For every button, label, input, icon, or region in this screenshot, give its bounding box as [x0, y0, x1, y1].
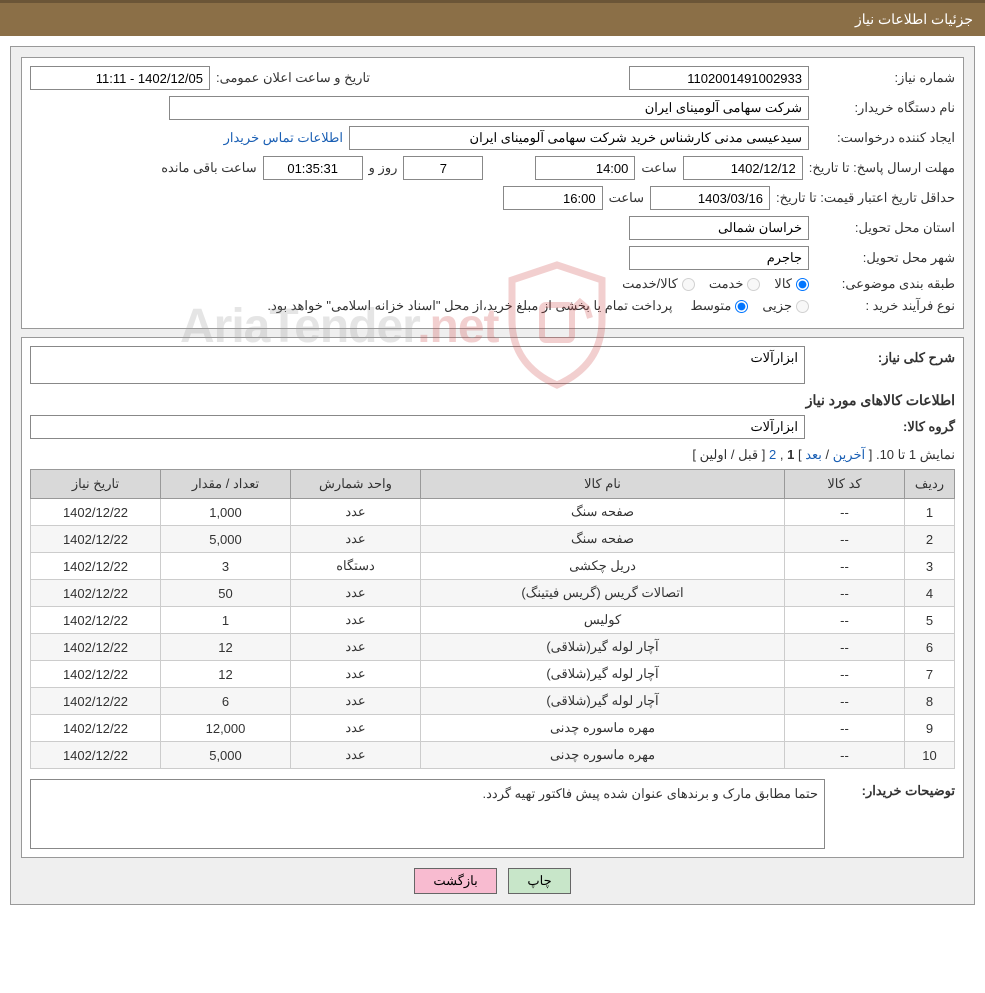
purchase-note: پرداخت تمام یا بخشی از مبلغ خرید،از محل …: [267, 298, 672, 314]
delivery-city-label: شهر محل تحویل:: [815, 250, 955, 266]
radio-goods-service[interactable]: کالا/خدمت: [622, 276, 695, 292]
table-row: 6--آچار لوله گیر(شلاقی)عدد121402/12/22: [31, 634, 955, 661]
buyer-org-field[interactable]: [169, 96, 809, 120]
pager: نمایش 1 تا 10. [ آخرین / بعد ] 1 , 2 [ ق…: [30, 447, 955, 463]
table-row: 4--اتصالات گریس (گریس فیتینگ)عدد501402/1…: [31, 580, 955, 607]
goods-group-label: گروه کالا:: [815, 415, 955, 435]
pager-first: اولین: [700, 447, 728, 462]
reply-time-field[interactable]: [535, 156, 635, 180]
need-section: شرح کلی نیاز: ابزارآلات اطلاعات کالاهای …: [21, 337, 964, 858]
col-code: کد کالا: [785, 470, 905, 499]
days-and-label: روز و: [369, 160, 398, 176]
table-row: 1--صفحه سنگعدد1,0001402/12/22: [31, 499, 955, 526]
main-panel: شماره نیاز: تاریخ و ساعت اعلان عمومی: نا…: [10, 46, 975, 905]
time-label-1: ساعت: [641, 160, 676, 176]
need-number-label: شماره نیاز:: [815, 70, 955, 86]
col-name: نام کالا: [421, 470, 785, 499]
table-row: 7--آچار لوله گیر(شلاقی)عدد121402/12/22: [31, 661, 955, 688]
buyer-contact-link[interactable]: اطلاعات تماس خریدار: [224, 130, 343, 146]
pager-last[interactable]: آخرین: [833, 447, 865, 462]
need-number-field[interactable]: [629, 66, 809, 90]
announce-date-label: تاریخ و ساعت اعلان عمومی:: [216, 70, 370, 86]
general-desc-field[interactable]: ابزارآلات: [30, 346, 805, 384]
delivery-province-field[interactable]: [629, 216, 809, 240]
page-title: جزئیات اطلاعات نیاز: [855, 11, 973, 27]
classification-label: طبقه بندی موضوعی:: [815, 276, 955, 292]
table-header-row: ردیف کد کالا نام کالا واحد شمارش تعداد /…: [31, 470, 955, 499]
radio-minor[interactable]: جزیی: [762, 298, 809, 314]
col-unit: واحد شمارش: [291, 470, 421, 499]
pager-next[interactable]: بعد: [805, 447, 822, 462]
goods-group-field[interactable]: [30, 415, 805, 439]
days-remaining-field[interactable]: [403, 156, 483, 180]
table-row: 2--صفحه سنگعدد5,0001402/12/22: [31, 526, 955, 553]
table-row: 3--دریل چکشیدستگاه31402/12/22: [31, 553, 955, 580]
delivery-province-label: استان محل تحویل:: [815, 220, 955, 236]
purchase-type-radio-group: جزیی متوسط: [690, 298, 809, 314]
purchase-type-label: نوع فرآیند خرید :: [815, 298, 955, 314]
action-buttons: چاپ بازگشت: [21, 868, 964, 894]
pager-prev: قبل: [738, 447, 758, 462]
announce-date-field[interactable]: [30, 66, 210, 90]
page-header: جزئیات اطلاعات نیاز: [0, 0, 985, 36]
table-row: 5--کولیسعدد11402/12/22: [31, 607, 955, 634]
col-date: تاریخ نیاز: [31, 470, 161, 499]
col-qty: تعداد / مقدار: [161, 470, 291, 499]
price-validity-time-field[interactable]: [503, 186, 603, 210]
items-info-title: اطلاعات کالاهای مورد نیاز: [30, 392, 955, 409]
reply-date-field[interactable]: [683, 156, 803, 180]
print-button[interactable]: چاپ: [508, 868, 570, 894]
buyer-org-label: نام دستگاه خریدار:: [815, 100, 955, 116]
general-desc-label: شرح کلی نیاز:: [815, 346, 955, 366]
back-button[interactable]: بازگشت: [414, 868, 496, 894]
buyer-notes: توضیحات خریدار: حتما مطابق مارک و برندها…: [30, 779, 955, 849]
buyer-notes-label: توضیحات خریدار:: [835, 779, 955, 799]
price-validity-label: حداقل تاریخ اعتبار قیمت: تا تاریخ:: [776, 190, 955, 206]
time-label-2: ساعت: [609, 190, 644, 206]
delivery-city-field[interactable]: [629, 246, 809, 270]
items-table: ردیف کد کالا نام کالا واحد شمارش تعداد /…: [30, 469, 955, 769]
buyer-notes-text: حتما مطابق مارک و برندهای عنوان شده پیش …: [30, 779, 825, 849]
price-validity-date-field[interactable]: [650, 186, 770, 210]
table-row: 9--مهره ماسوره چدنیعدد12,0001402/12/22: [31, 715, 955, 742]
col-row: ردیف: [905, 470, 955, 499]
radio-medium[interactable]: متوسط: [690, 298, 748, 314]
info-section: شماره نیاز: تاریخ و ساعت اعلان عمومی: نا…: [21, 57, 964, 329]
requester-field[interactable]: [349, 126, 809, 150]
radio-goods[interactable]: کالا: [774, 276, 809, 292]
requester-label: ایجاد کننده درخواست:: [815, 130, 955, 146]
radio-service[interactable]: خدمت: [709, 276, 761, 292]
classification-radio-group: کالا خدمت کالا/خدمت: [622, 276, 809, 292]
table-row: 10--مهره ماسوره چدنیعدد5,0001402/12/22: [31, 742, 955, 769]
hours-remaining-label: ساعت باقی مانده: [161, 160, 256, 176]
reply-deadline-label: مهلت ارسال پاسخ: تا تاریخ:: [809, 160, 955, 176]
table-row: 8--آچار لوله گیر(شلاقی)عدد61402/12/22: [31, 688, 955, 715]
countdown-field[interactable]: [263, 156, 363, 180]
